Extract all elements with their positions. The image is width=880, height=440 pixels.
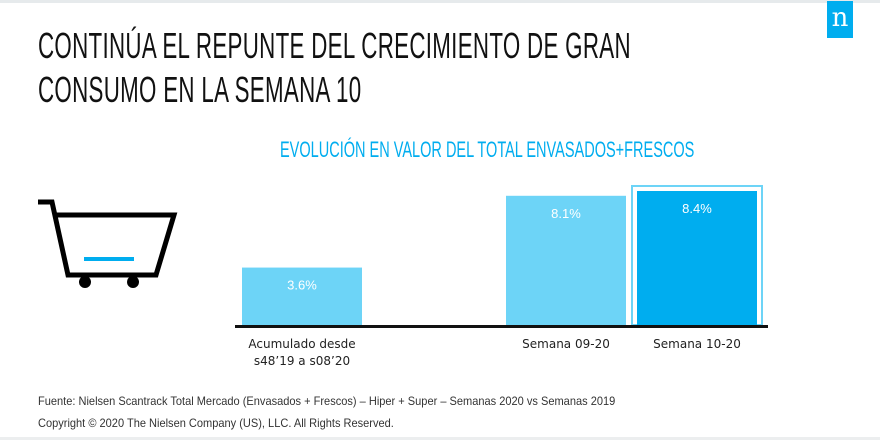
category-label: Semana 09-20 bbox=[522, 337, 610, 351]
data-label: 8.4% bbox=[682, 201, 712, 216]
copyright-note: Copyright © 2020 The Nielsen Company (US… bbox=[38, 416, 394, 430]
bottom-border bbox=[0, 437, 880, 440]
bar bbox=[506, 195, 626, 325]
shopping-cart-icon bbox=[38, 199, 178, 288]
top-border bbox=[0, 0, 880, 3]
nielsen-logo: n bbox=[827, 1, 853, 38]
chart-title: EVOLUCIÓN EN VALOR DEL TOTAL ENVASADOS+F… bbox=[280, 137, 695, 162]
bar bbox=[637, 191, 757, 325]
category-label: Acumulado desde bbox=[248, 337, 355, 351]
category-label: s48’19 a s08’20 bbox=[254, 354, 350, 368]
title-line-2: CONSUMO EN LA SEMANA 10 bbox=[38, 69, 362, 110]
data-label: 8.1% bbox=[551, 206, 581, 221]
data-label: 3.6% bbox=[287, 278, 317, 293]
page-title: CONTINÚA EL REPUNTE DEL CRECIMIENTO DE G… bbox=[38, 24, 631, 112]
bar bbox=[242, 267, 362, 325]
category-label: Semana 10-20 bbox=[653, 337, 741, 351]
source-note: Fuente: Nielsen Scantrack Total Mercado … bbox=[38, 394, 616, 408]
